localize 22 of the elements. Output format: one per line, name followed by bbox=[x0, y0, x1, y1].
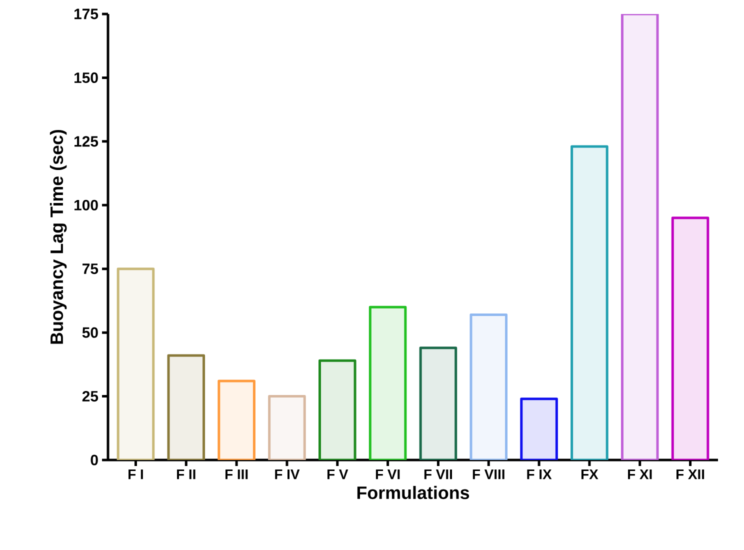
y-tick-label: 25 bbox=[82, 390, 98, 402]
x-axis-title: Formulations bbox=[357, 486, 470, 500]
y-tick-label: 0 bbox=[90, 454, 98, 466]
x-tick-label: F IX bbox=[527, 470, 552, 480]
x-tick-label: F III bbox=[225, 470, 248, 480]
x-tick-label: F XI bbox=[628, 470, 652, 480]
x-tick-label: F VI bbox=[376, 470, 400, 480]
y-tick-label: 75 bbox=[82, 264, 98, 274]
x-tick-label: F XII bbox=[676, 470, 704, 480]
y-tick-label: 175 bbox=[74, 8, 98, 20]
x-tick-label: F V bbox=[327, 470, 348, 480]
x-tick-label: F IV bbox=[275, 470, 300, 480]
x-tick-label: F II bbox=[177, 470, 196, 480]
x-tick-label: F VIII bbox=[472, 470, 504, 480]
x-tick-label: F VII bbox=[424, 470, 452, 480]
x-tick-label: F I bbox=[128, 470, 143, 480]
y-tick-label: 50 bbox=[82, 327, 98, 338]
x-tick-label: FX bbox=[581, 470, 598, 480]
y-tick-label: 125 bbox=[74, 136, 98, 147]
y-tick-label: 150 bbox=[74, 72, 98, 83]
y-tick-label: 100 bbox=[74, 200, 98, 210]
y-axis-title: Buoyancy Lag Time (sec) bbox=[50, 130, 67, 344]
